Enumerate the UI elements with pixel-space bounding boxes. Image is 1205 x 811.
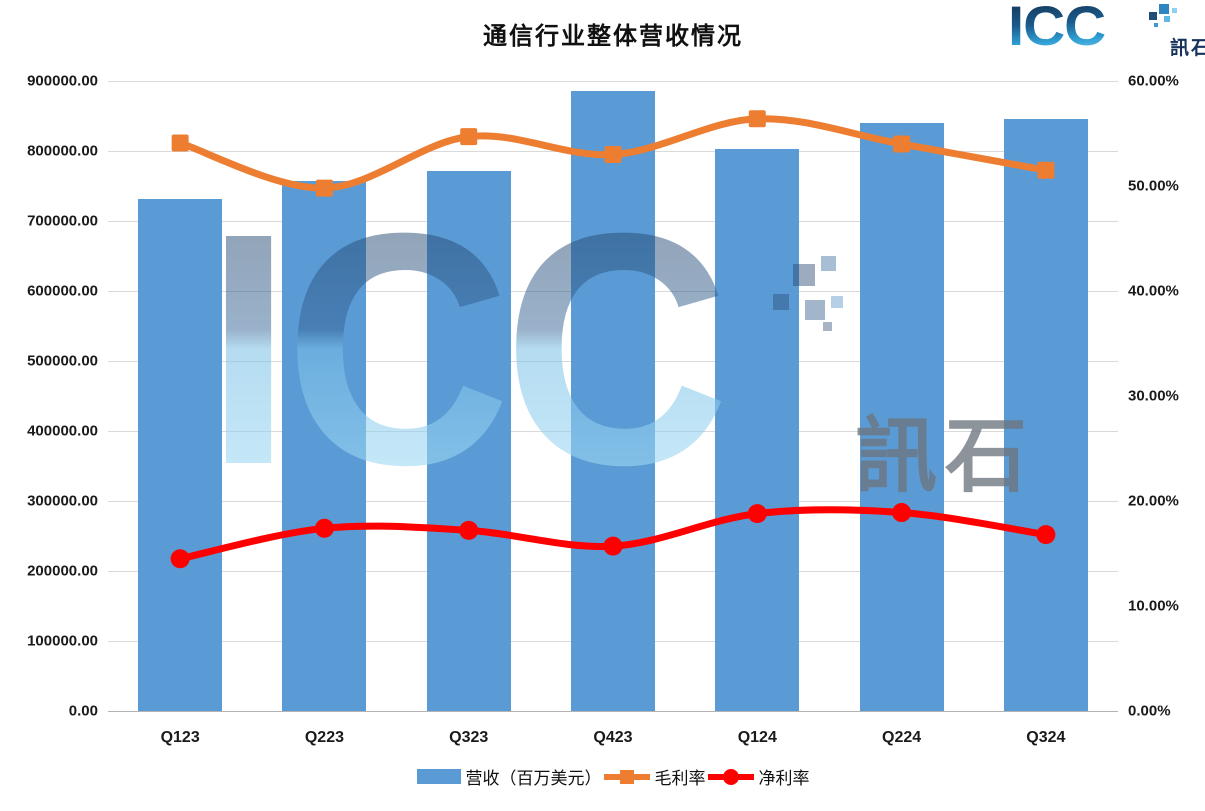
legend-label: 营收（百万美元） xyxy=(465,769,602,788)
legend-item: 净利率 xyxy=(707,764,810,789)
x-axis-category-label: Q223 xyxy=(304,729,344,746)
x-axis-category-label: Q124 xyxy=(737,729,777,746)
brand-logo: ICC 訊石 xyxy=(1008,0,1205,60)
right-axis-tick-label: 30.00% xyxy=(1128,387,1179,405)
legend-label: 毛利率 xyxy=(654,769,706,788)
left-axis-tick-label: 400000.00 xyxy=(27,422,98,440)
bar-Q123 xyxy=(138,198,223,711)
bar-Q423 xyxy=(571,90,655,711)
bar-Q223 xyxy=(282,181,367,711)
pixel-decoration xyxy=(823,322,832,331)
right-axis-tick-label: 20.00% xyxy=(1128,492,1179,510)
bar-Q323 xyxy=(426,171,511,711)
legend-line-swatch xyxy=(603,769,650,784)
x-axis-category-label: Q123 xyxy=(160,729,200,746)
x-axis-category-label: Q423 xyxy=(593,729,633,746)
left-axis-tick-label: 100000.00 xyxy=(27,632,98,650)
legend-bar-swatch xyxy=(416,769,461,784)
legend-item: 营收（百万美元） xyxy=(416,764,602,789)
left-axis-tick-label: 900000.00 xyxy=(27,72,98,90)
gridline xyxy=(108,711,1118,712)
left-axis-tick-label: 0.00 xyxy=(68,702,98,720)
chart-legend: 营收（百万美元） 毛利率 净利率 xyxy=(108,764,1118,789)
pixel-decoration xyxy=(805,300,825,320)
pixel-decoration xyxy=(1172,8,1177,13)
chart-title: 通信行业整体营收情况 xyxy=(483,24,743,50)
left-axis-tick-label: 300000.00 xyxy=(27,492,98,510)
right-axis-tick-label: 40.00% xyxy=(1128,282,1179,300)
legend-line-swatch xyxy=(707,768,754,785)
x-axis-category-label: Q224 xyxy=(881,729,922,746)
bar-Q224 xyxy=(859,123,944,711)
gridline xyxy=(108,81,1118,82)
left-axis-tick-label: 500000.00 xyxy=(27,352,98,370)
pixel-decoration xyxy=(1154,23,1158,27)
right-axis-tick-label: 0.00% xyxy=(1128,702,1171,720)
brand-logo-subtext: 訊石 xyxy=(1169,38,1205,59)
pixel-decoration xyxy=(1164,16,1170,22)
bar-Q324 xyxy=(1003,118,1088,711)
pixel-decoration xyxy=(831,296,843,308)
right-axis-tick-label: 10.00% xyxy=(1128,597,1179,615)
square-marker xyxy=(460,128,478,146)
right-axis-tick-label: 50.00% xyxy=(1128,177,1179,195)
left-axis-tick-label: 600000.00 xyxy=(27,282,98,300)
x-axis-category-label: Q323 xyxy=(449,729,489,746)
bar-Q124 xyxy=(715,148,800,711)
legend-item: 毛利率 xyxy=(603,764,706,789)
square-marker xyxy=(748,110,766,128)
brand-logo-text: ICC xyxy=(1008,0,1106,56)
left-axis-tick-label: 800000.00 xyxy=(27,142,98,160)
x-axis-category-label: Q324 xyxy=(1026,729,1066,746)
pixel-decoration xyxy=(821,256,836,271)
square-marker xyxy=(171,134,189,152)
right-axis-tick-label: 60.00% xyxy=(1128,72,1179,90)
pixel-decoration xyxy=(1159,4,1169,14)
legend-label: 净利率 xyxy=(758,769,810,788)
pixel-decoration xyxy=(1149,12,1157,20)
left-axis-tick-label: 200000.00 xyxy=(27,562,98,580)
left-axis-tick-label: 700000.00 xyxy=(27,212,98,230)
